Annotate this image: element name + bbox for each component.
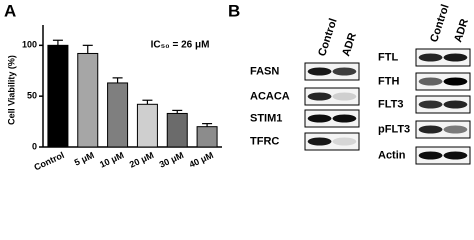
blot-frame — [304, 62, 360, 81]
protein-label: STIM1 — [250, 112, 282, 124]
blot-frame — [415, 146, 471, 165]
band — [418, 125, 443, 134]
blot-frame — [415, 72, 471, 91]
bar — [77, 52, 99, 148]
band — [443, 151, 468, 160]
y-axis-label: Cell Viability (%) — [6, 55, 16, 125]
bar — [136, 103, 158, 148]
band — [443, 125, 468, 134]
blot-frame — [415, 48, 471, 67]
band — [307, 114, 332, 123]
y-tick-label: 100 — [22, 40, 37, 50]
lane-label: ADR — [340, 31, 359, 57]
band — [332, 67, 357, 76]
blot-frame — [304, 132, 360, 151]
band — [418, 151, 443, 160]
band — [332, 137, 357, 146]
band — [418, 77, 443, 86]
protein-label: pFLT3 — [378, 123, 410, 135]
band — [307, 67, 332, 76]
y-tick-label: 50 — [27, 91, 37, 101]
band — [332, 114, 357, 123]
band — [418, 100, 443, 109]
x-tick-label: 20 μM — [128, 150, 155, 170]
x-tick-label: 30 μM — [158, 150, 185, 170]
band — [332, 92, 357, 101]
band — [307, 137, 332, 146]
x-tick-label: 5 μM — [73, 150, 96, 168]
protein-label: FLT3 — [378, 98, 403, 110]
y-tick-label: 0 — [32, 141, 37, 151]
lane-label: ADR — [452, 17, 471, 43]
annotation: IC₅₀ = 26 μM — [151, 40, 210, 51]
x-tick-label: Control — [33, 150, 66, 173]
x-tick-label: 40 μM — [188, 150, 215, 170]
protein-label: Actin — [378, 149, 406, 161]
lane-label: Control — [428, 3, 451, 44]
blot-frame — [415, 120, 471, 139]
band — [307, 92, 332, 101]
protein-label: FTH — [378, 75, 399, 87]
protein-label: TFRC — [250, 135, 279, 147]
band — [443, 53, 468, 62]
protein-label: ACACA — [250, 90, 290, 102]
blot-frame — [415, 95, 471, 114]
bar — [47, 44, 69, 148]
x-tick-label: 10 μM — [98, 150, 125, 170]
band — [443, 77, 468, 86]
protein-label: FASN — [250, 65, 279, 77]
bar — [196, 126, 218, 148]
protein-label: FTL — [378, 51, 398, 63]
panel-label: B — [228, 1, 240, 20]
bar — [107, 82, 129, 148]
blot-frame — [304, 87, 360, 106]
panel-label: A — [4, 1, 16, 20]
band — [418, 53, 443, 62]
figure: A B Cell Viability (%) IC₅₀ = 26 μM 0 50 1… — [4, 1, 471, 173]
band — [443, 100, 468, 109]
lane-label: Control — [316, 17, 339, 58]
bar — [166, 112, 188, 148]
blot-frame — [304, 109, 360, 128]
